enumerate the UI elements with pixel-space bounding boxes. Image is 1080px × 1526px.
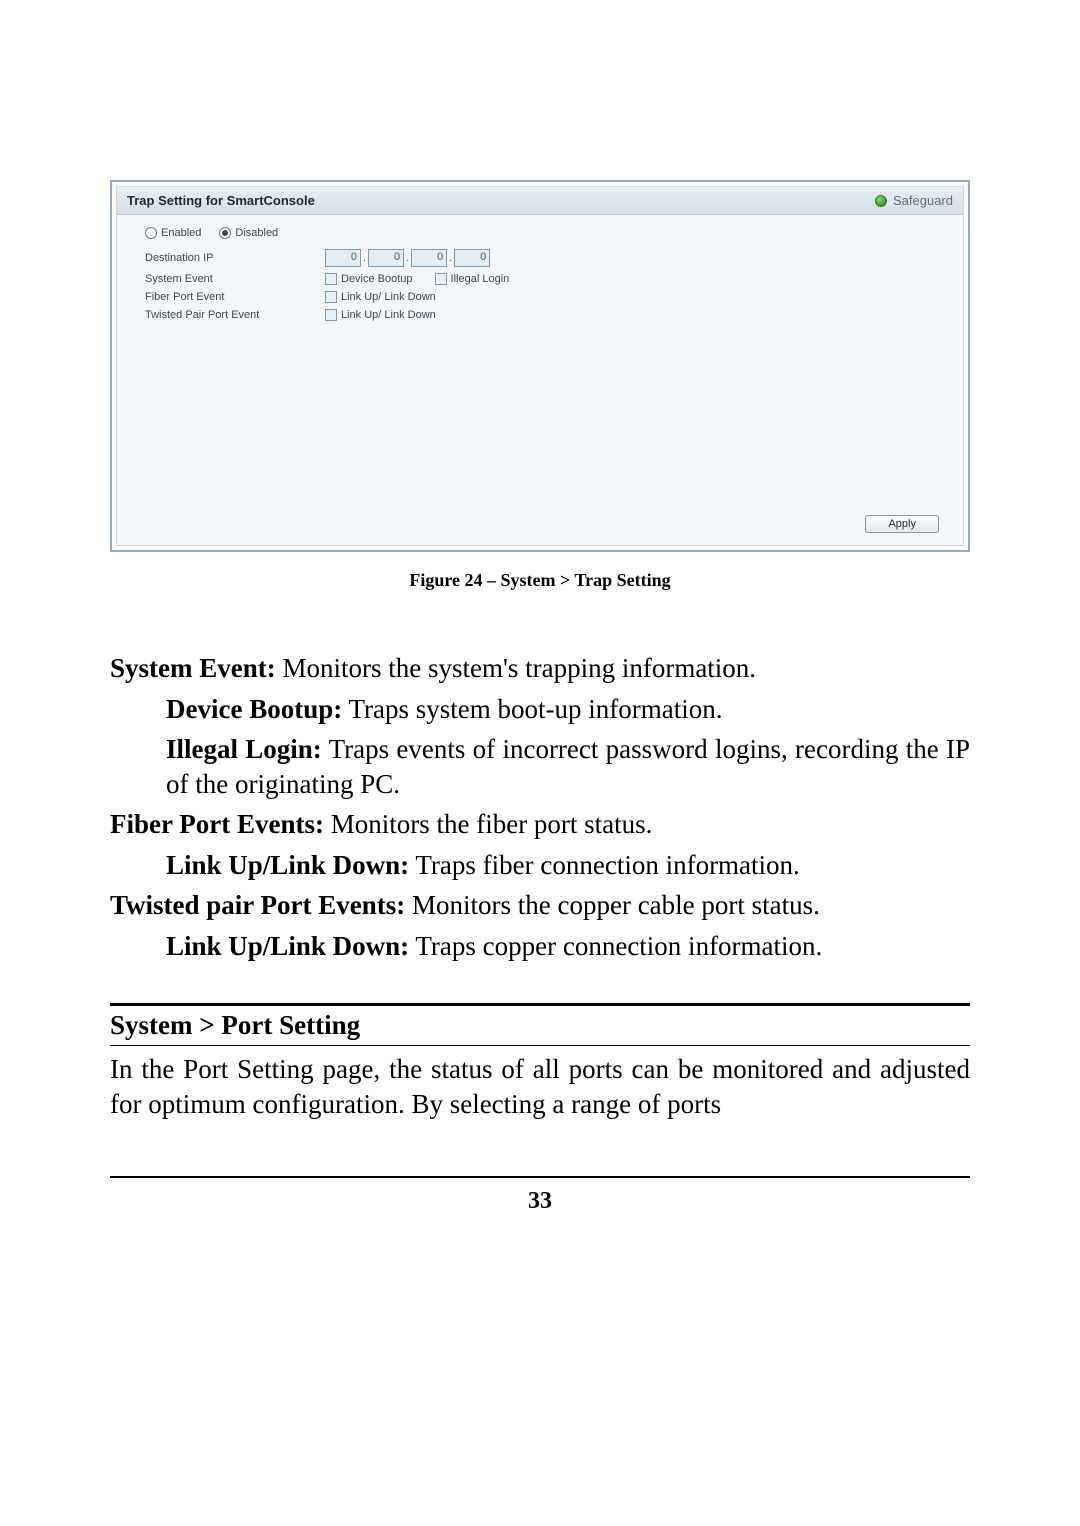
safeguard-dot-icon (875, 195, 887, 207)
fiber-linkupdown-cblabel: Link Up/ Link Down (341, 291, 436, 303)
section-port-setting: System > Port Setting In the Port Settin… (110, 1003, 970, 1121)
twisted-linkupdown-checkbox[interactable] (325, 309, 337, 321)
figure-caption: Figure 24 – System > Trap Setting (110, 570, 970, 591)
device-bootup-checkbox[interactable] (325, 273, 337, 285)
ip-octet-1[interactable]: 0 (325, 249, 361, 267)
body-text: System Event: Monitors the system's trap… (110, 651, 970, 963)
safeguard-indicator: Safeguard (875, 193, 953, 208)
safeguard-label: Safeguard (893, 193, 953, 208)
system-event-rest: Monitors the system's trapping informati… (276, 653, 756, 683)
enabled-radio[interactable]: Enabled (145, 227, 201, 239)
fiber-port-events-bold: Fiber Port Events: (110, 809, 324, 839)
system-event-row: System Event Device Bootup Illegal Login (145, 273, 945, 285)
twisted-pair-events-rest: Monitors the copper cable port status. (405, 890, 820, 920)
ip-octet-3[interactable]: 0 (411, 249, 447, 267)
panel-titlebar: Trap Setting for SmartConsole Safeguard (117, 187, 963, 215)
ip-octet-4[interactable]: 0 (454, 249, 490, 267)
radio-icon (219, 227, 231, 239)
para-fiber-linkupdown: Link Up/Link Down: Traps fiber connectio… (110, 848, 970, 883)
section-rule-bottom (110, 1045, 970, 1046)
device-bootup-bold: Device Bootup: (166, 694, 342, 724)
section-paragraph: In the Port Setting page, the status of … (110, 1052, 970, 1121)
ip-dot: . (363, 252, 366, 264)
illegal-login-bold: Illegal Login: (166, 734, 322, 764)
panel-title: Trap Setting for SmartConsole (127, 193, 315, 208)
device-bootup-rest: Traps system boot-up information. (342, 694, 722, 724)
radio-icon (145, 227, 157, 239)
enable-disable-row: Enabled Disabled (145, 227, 945, 239)
twisted-pair-event-label: Twisted Pair Port Event (145, 309, 325, 321)
panel-body: Enabled Disabled Destination IP 0. 0. 0.… (117, 215, 963, 545)
ip-dot: . (449, 252, 452, 264)
twisted-linkupdown-cblabel: Link Up/ Link Down (341, 309, 436, 321)
destination-ip-label: Destination IP (145, 252, 325, 264)
fiber-linkupdown-rest: Traps fiber connection information. (409, 850, 800, 880)
twisted-pair-event-row: Twisted Pair Port Event Link Up/ Link Do… (145, 309, 945, 321)
para-system-event: System Event: Monitors the system's trap… (110, 651, 970, 686)
para-twisted-linkupdown: Link Up/Link Down: Traps copper connecti… (110, 929, 970, 964)
section-title: System > Port Setting (110, 1006, 970, 1045)
disabled-radio[interactable]: Disabled (219, 227, 278, 239)
device-bootup-cblabel: Device Bootup (341, 273, 413, 285)
destination-ip-row: Destination IP 0. 0. 0. 0 (145, 249, 945, 267)
fiber-port-events-rest: Monitors the fiber port status. (324, 809, 652, 839)
illegal-login-cblabel: Illegal Login (451, 273, 510, 285)
fiber-port-event-label: Fiber Port Event (145, 291, 325, 303)
fiber-linkupdown-bold: Link Up/Link Down: (166, 850, 409, 880)
twisted-linkupdown-bold: Link Up/Link Down: (166, 931, 409, 961)
fiber-port-event-row: Fiber Port Event Link Up/ Link Down (145, 291, 945, 303)
page-number: 33 (110, 1188, 970, 1215)
apply-button[interactable]: Apply (865, 515, 939, 533)
footer-rule (110, 1176, 970, 1178)
ip-octet-2[interactable]: 0 (368, 249, 404, 267)
para-device-bootup: Device Bootup: Traps system boot-up info… (110, 692, 970, 727)
para-fiber-port-events: Fiber Port Events: Monitors the fiber po… (110, 807, 970, 842)
apply-wrap: Apply (865, 515, 939, 533)
enabled-label: Enabled (161, 227, 201, 239)
system-event-label: System Event (145, 273, 325, 285)
disabled-label: Disabled (235, 227, 278, 239)
trap-setting-panel: Trap Setting for SmartConsole Safeguard … (110, 180, 970, 552)
fiber-linkupdown-checkbox[interactable] (325, 291, 337, 303)
twisted-linkupdown-rest: Traps copper connection information. (409, 931, 822, 961)
para-illegal-login: Illegal Login: Traps events of incorrect… (110, 732, 970, 801)
illegal-login-checkbox[interactable] (435, 273, 447, 285)
panel-inner: Trap Setting for SmartConsole Safeguard … (116, 186, 964, 546)
system-event-bold: System Event: (110, 653, 276, 683)
twisted-pair-events-bold: Twisted pair Port Events: (110, 890, 405, 920)
para-twisted-pair-events: Twisted pair Port Events: Monitors the c… (110, 888, 970, 923)
ip-dot: . (406, 252, 409, 264)
